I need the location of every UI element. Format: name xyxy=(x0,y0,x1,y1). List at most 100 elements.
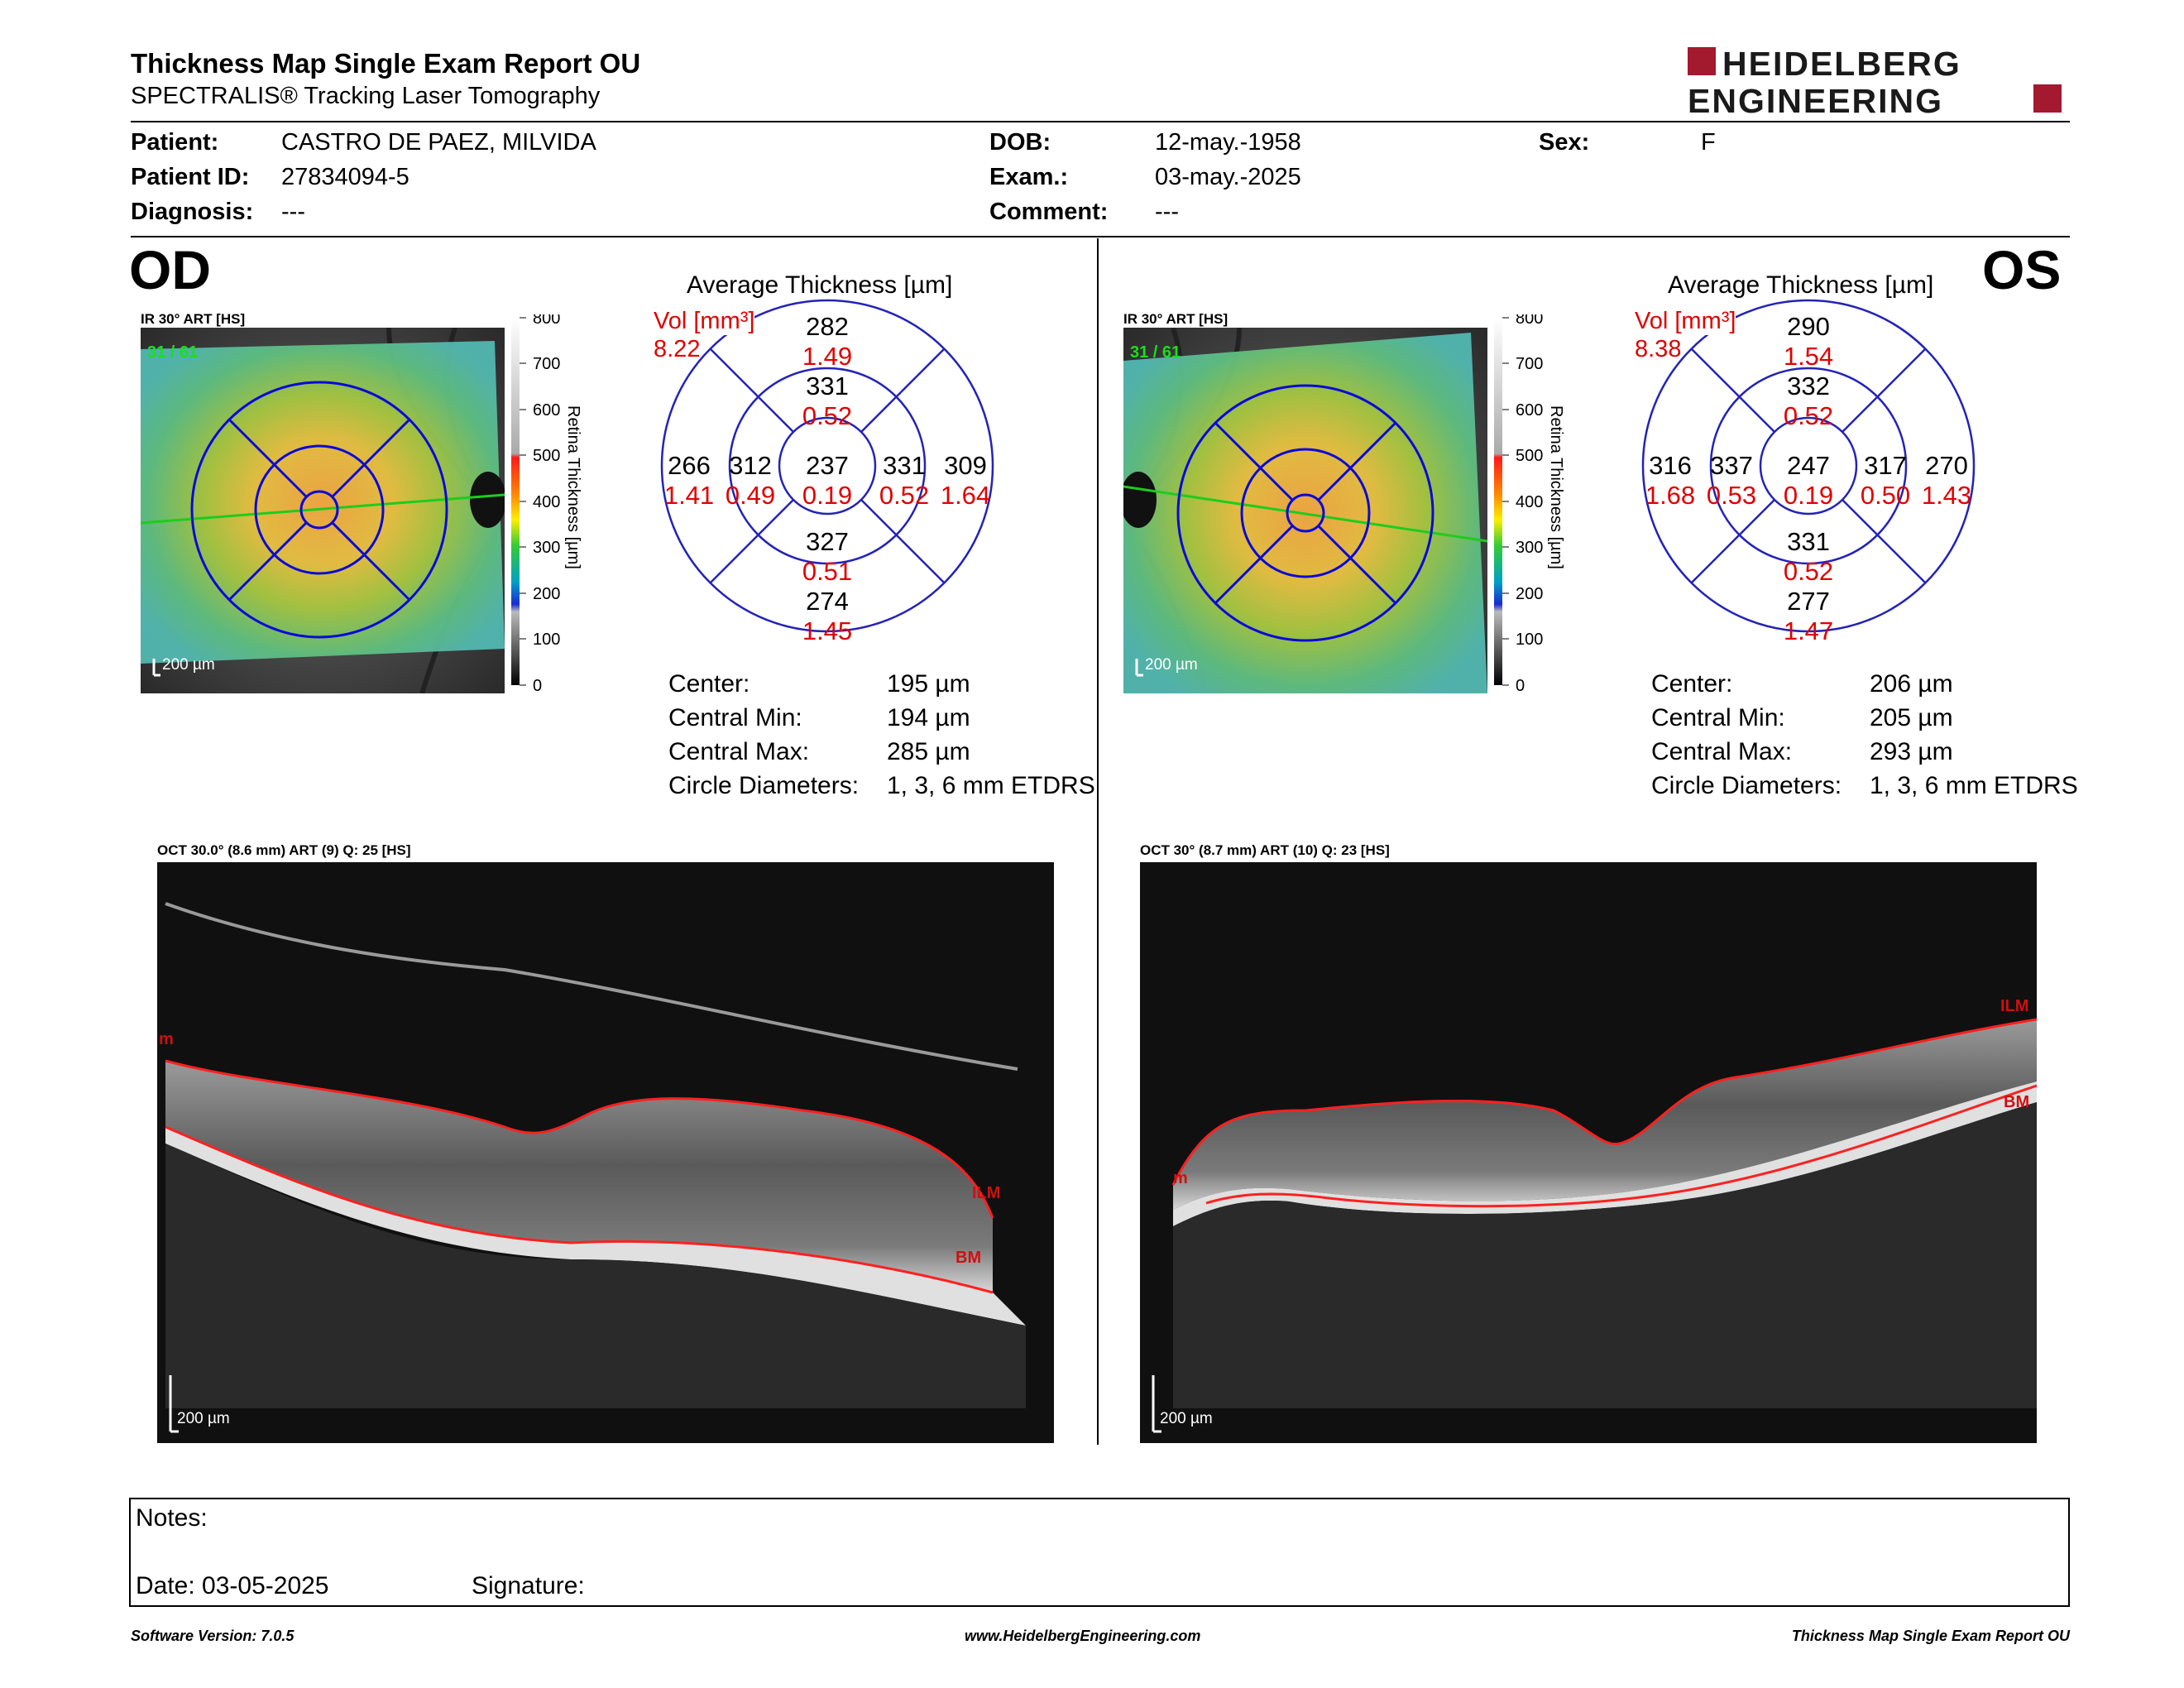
od-vol-total: 8.22 xyxy=(654,336,701,362)
os-colorbar: 800 700 600 500 400 300 200 100 0 Retina… xyxy=(1491,309,1582,695)
patient-label: Patient: xyxy=(131,129,219,156)
notes-box xyxy=(129,1498,2070,1607)
os-fundus-image: 31 / 61 200 µm xyxy=(1123,328,1487,693)
os-max-value: 293 µm xyxy=(1870,738,1953,765)
od-oct-label: OCT 30.0° (8.6 mm) ART (9) Q: 25 [HS] xyxy=(157,842,411,858)
comment-label: Comment: xyxy=(989,199,1109,225)
od-layer-bm: BM xyxy=(956,1249,981,1267)
os-outer-inf-vol: 1.47 xyxy=(1784,616,1833,645)
od-cb-tick-800: 800 xyxy=(533,314,560,328)
os-min-value: 205 µm xyxy=(1870,704,1953,731)
footer-report-name: Thickness Map Single Exam Report OU xyxy=(1791,1628,2070,1644)
od-center-label: Center: xyxy=(668,670,750,698)
od-layer-ilm: ILM xyxy=(972,1184,1000,1202)
footer-software: Software Version: 7.0.5 xyxy=(131,1628,295,1644)
os-cb-tick-600: 600 xyxy=(1516,401,1543,420)
od-min-label: Central Min: xyxy=(668,704,802,731)
os-oct-scan: m ILM BM 200 µm xyxy=(1140,862,2037,1443)
od-cb-tick-0: 0 xyxy=(533,677,542,695)
sex-label: Sex: xyxy=(1539,129,1590,156)
od-fundus-label: IR 30° ART [HS] xyxy=(141,311,246,327)
od-outer-temp-vol: 1.41 xyxy=(664,481,714,510)
diagnosis-value: --- xyxy=(281,199,305,225)
notes-label: Notes: xyxy=(136,1504,208,1532)
notes-date: Date: 03-05-2025 xyxy=(136,1572,329,1599)
os-inner-nasal-thick: 317 xyxy=(1864,451,1907,480)
os-cb-tick-500: 500 xyxy=(1516,447,1543,465)
eye-divider xyxy=(1097,238,1099,1445)
od-diam-value: 1, 3, 6 mm ETDRS xyxy=(887,772,1095,799)
od-outer-nasal-thick: 309 xyxy=(944,451,987,480)
patient-name: CASTRO DE PAEZ, MILVIDA xyxy=(281,129,596,156)
od-cb-tick-600: 600 xyxy=(533,401,560,420)
os-layer-bm: BM xyxy=(2004,1093,2029,1111)
od-inner-inf-vol: 0.51 xyxy=(802,557,852,586)
os-fundus-label: IR 30° ART [HS] xyxy=(1123,311,1228,327)
od-scale-bar-label: 200 µm xyxy=(162,656,215,674)
od-fundus-overlay: 31 / 61 xyxy=(147,343,198,362)
os-inner-nasal-vol: 0.50 xyxy=(1861,481,1910,510)
patient-rule xyxy=(131,236,2070,237)
os-inner-temp-thick: 337 xyxy=(1710,451,1753,480)
brand-logo: HEIDELBERG ENGINEERING xyxy=(1688,45,2068,120)
os-cb-tick-700: 700 xyxy=(1516,355,1543,373)
os-center-value: 206 µm xyxy=(1870,670,1953,698)
od-inner-nasal-thick: 331 xyxy=(883,451,926,480)
od-center-value: 195 µm xyxy=(887,670,970,698)
od-layer-m: m xyxy=(159,1030,174,1048)
od-inner-sup-vol: 0.52 xyxy=(802,401,852,430)
od-cb-tick-100: 100 xyxy=(533,631,560,649)
od-cb-tick-700: 700 xyxy=(533,355,560,373)
os-max-label: Central Max: xyxy=(1651,738,1793,765)
os-cb-tick-200: 200 xyxy=(1516,585,1543,603)
os-oct-scale-label: 200 µm xyxy=(1160,1410,1213,1427)
od-inner-temp-thick: 312 xyxy=(729,451,772,480)
os-cb-tick-100: 100 xyxy=(1516,631,1543,649)
os-cb-tick-300: 300 xyxy=(1516,539,1543,557)
od-cb-tick-400: 400 xyxy=(533,493,560,511)
diagnosis-label: Diagnosis: xyxy=(131,199,254,225)
od-outer-temp-thick: 266 xyxy=(668,451,711,480)
os-scale-bar-label: 200 µm xyxy=(1145,656,1198,674)
od-outer-sup-thick: 282 xyxy=(806,312,849,341)
od-oct-scale-label: 200 µm xyxy=(177,1410,230,1427)
od-outer-inf-vol: 1.45 xyxy=(802,616,852,645)
os-vol-total: 8.38 xyxy=(1635,336,1682,362)
report-title: Thickness Map Single Exam Report OU xyxy=(131,48,641,79)
od-outer-inf-thick: 274 xyxy=(806,587,849,616)
os-inner-inf-thick: 331 xyxy=(1787,527,1830,556)
od-colorbar: 800 700 600 500 400 300 200 100 0 Retina… xyxy=(508,309,599,695)
os-center-thick: 247 xyxy=(1787,451,1830,480)
report-subtitle: SPECTRALIS® Tracking Laser Tomography xyxy=(131,83,601,109)
os-outer-nasal-thick: 270 xyxy=(1925,451,1968,480)
od-outer-nasal-vol: 1.64 xyxy=(941,481,990,510)
os-center-vol: 0.19 xyxy=(1784,481,1833,510)
os-avg-title: Average Thickness [µm] xyxy=(1668,271,1934,299)
sex-value: F xyxy=(1701,129,1716,156)
os-cb-tick-0: 0 xyxy=(1516,677,1525,695)
od-center-thick: 237 xyxy=(806,451,849,480)
od-oct-scan: m ILM BM 200 µm xyxy=(157,862,1054,1443)
footer-website[interactable]: www.HeidelbergEngineering.com xyxy=(965,1628,1201,1644)
os-outer-temp-vol: 1.68 xyxy=(1645,481,1695,510)
od-max-label: Central Max: xyxy=(668,738,810,765)
notes-signature: Signature: xyxy=(472,1572,585,1599)
od-center-vol: 0.19 xyxy=(802,481,852,510)
os-min-label: Central Min: xyxy=(1651,704,1785,731)
os-inner-inf-vol: 0.52 xyxy=(1784,557,1833,586)
patient-id-label: Patient ID: xyxy=(131,164,250,190)
os-outer-temp-thick: 316 xyxy=(1649,451,1692,480)
os-outer-nasal-vol: 1.43 xyxy=(1922,481,1971,510)
os-diam-value: 1, 3, 6 mm ETDRS xyxy=(1870,772,2078,799)
os-outer-sup-vol: 1.54 xyxy=(1784,342,1833,371)
od-cb-tick-200: 200 xyxy=(533,585,560,603)
os-inner-sup-vol: 0.52 xyxy=(1784,401,1833,430)
header-rule xyxy=(131,121,2070,122)
os-outer-sup-thick: 290 xyxy=(1787,312,1830,341)
brand-line2: ENGINEERING xyxy=(1688,82,1943,116)
od-cb-tick-300: 300 xyxy=(533,539,560,557)
os-inner-temp-vol: 0.53 xyxy=(1707,481,1756,510)
os-eye-label: OS xyxy=(1982,239,2062,300)
od-max-value: 285 µm xyxy=(887,738,970,765)
os-oct-label: OCT 30° (8.7 mm) ART (10) Q: 23 [HS] xyxy=(1140,842,1390,858)
